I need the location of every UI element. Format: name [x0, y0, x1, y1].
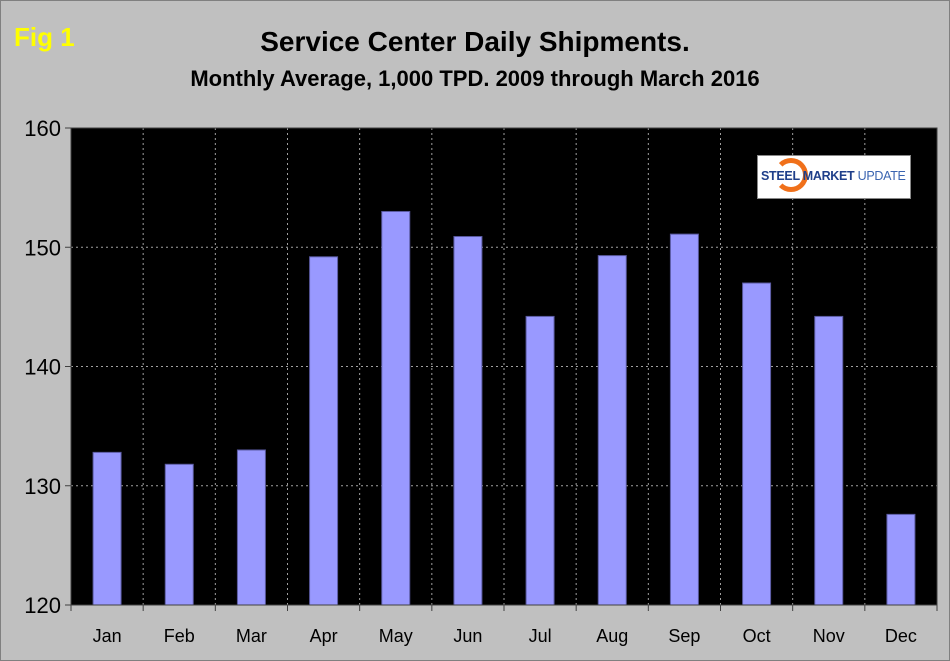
x-tick-label: Sep — [668, 626, 700, 646]
bar-mar — [236, 449, 266, 606]
x-tick-label: Aug — [596, 626, 628, 646]
bar-aug — [597, 255, 627, 606]
x-tick-label: Mar — [236, 626, 267, 646]
bar-jul — [525, 315, 555, 606]
plot-border — [70, 127, 938, 606]
bar-jan — [92, 451, 122, 606]
figure-label: Fig 1 — [14, 22, 75, 52]
y-tick-label: 160 — [24, 116, 61, 141]
bar-apr — [309, 256, 339, 606]
bar-nov — [814, 315, 844, 606]
x-tick-label: May — [379, 626, 413, 646]
chart-subtitle: Monthly Average, 1,000 TPD. 2009 through… — [190, 66, 760, 91]
bar-oct — [742, 282, 772, 606]
y-tick-label: 120 — [24, 593, 61, 618]
x-tick-label: Jun — [453, 626, 482, 646]
y-tick-label: 130 — [24, 474, 61, 499]
x-tick-label: Oct — [743, 626, 771, 646]
steel-market-update-logo: STEEL MARKET UPDATE — [757, 155, 911, 199]
bar-sep — [669, 233, 699, 606]
x-tick-label: Jan — [93, 626, 122, 646]
y-tick-label: 150 — [24, 235, 61, 260]
bar-dec — [886, 513, 916, 606]
x-tick-label: Dec — [885, 626, 917, 646]
bar-may — [381, 210, 411, 606]
x-tick-label: Feb — [164, 626, 195, 646]
x-tick-label: Apr — [310, 626, 338, 646]
x-tick-label: Nov — [813, 626, 845, 646]
logo-swoosh-icon — [774, 158, 808, 192]
x-tick-label: Jul — [529, 626, 552, 646]
y-tick-label: 140 — [24, 355, 61, 380]
chart-title: Service Center Daily Shipments. — [260, 26, 690, 57]
bar-feb — [164, 463, 194, 606]
bar-jun — [453, 236, 483, 606]
